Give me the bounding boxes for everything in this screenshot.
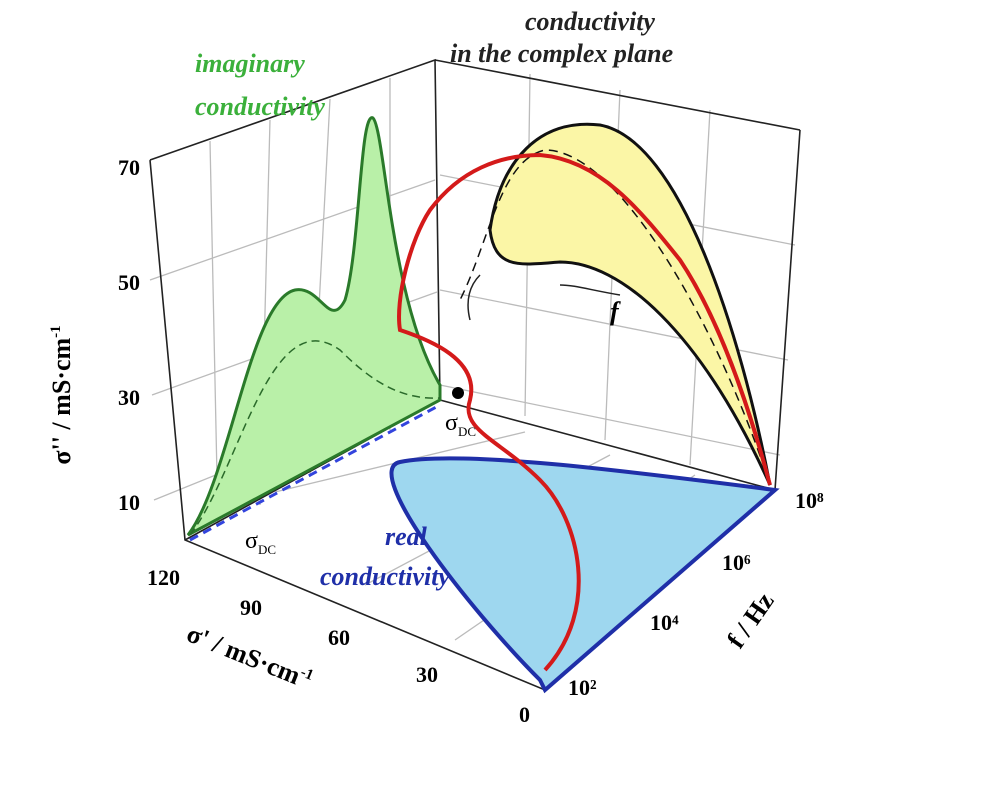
f-arrow-label: f [610, 297, 621, 326]
f-tick-label: 10⁶ [722, 550, 751, 575]
x-axis-label: σ' / mS·cm-1 [183, 619, 316, 695]
red-curve [397, 152, 772, 672]
y-tick-label: 50 [118, 270, 140, 295]
y-tick-label: 70 [118, 155, 140, 180]
y-axis-label: σ'' / mS·cm-1 [47, 325, 76, 464]
imaginary-label: imaginary [195, 49, 305, 78]
imaginary-area [186, 116, 442, 537]
x-tick-label: 120 [147, 565, 180, 590]
real-fit [189, 403, 441, 542]
peak-fit [189, 340, 441, 536]
imaginary-label: conductivity [195, 92, 325, 121]
x-tick-label: 90 [240, 595, 262, 620]
x-tick-label: 30 [416, 662, 438, 687]
sigma-dc: σDC [245, 528, 276, 557]
real-area [389, 456, 780, 694]
complex-label: in the complex plane [450, 39, 673, 68]
f-tick-label: 10⁸ [795, 488, 824, 513]
dc-point [452, 387, 464, 399]
y-tick-label: 30 [118, 385, 140, 410]
complex-label: conductivity [525, 7, 655, 36]
complex-area [488, 122, 772, 486]
arrows [467, 274, 621, 321]
f-axis-label: f / Hz [721, 587, 780, 653]
real-label: real [385, 522, 428, 551]
f-tick-label: 10² [568, 675, 597, 700]
y-tick-label: 10 [118, 490, 140, 515]
x-tick-label: 60 [328, 625, 350, 650]
x-tick-label: 0 [519, 702, 530, 727]
sigma-dc: σDC [445, 410, 476, 439]
real-label: conductivity [320, 562, 450, 591]
complex-fit [459, 149, 771, 486]
f-tick-label: 10⁴ [650, 610, 679, 635]
